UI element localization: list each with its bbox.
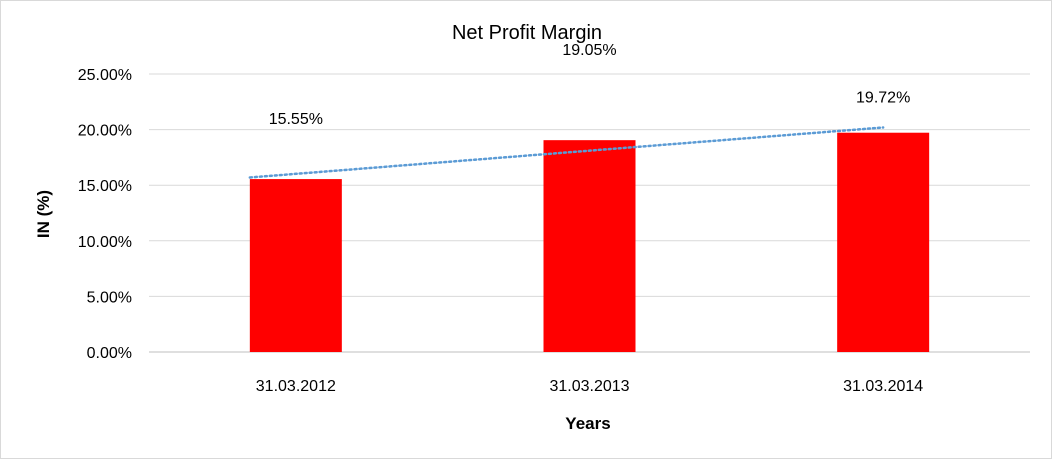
y-axis-ticks: 0.00% 5.00% 10.00% 15.00% 20.00% 25.00% [78,67,132,362]
trendline-group [248,126,885,179]
x-tick-label: 31.03.2013 [549,378,629,395]
data-labels: 15.55% 19.05% 19.72% [269,42,911,128]
x-axis-title: Years [565,414,610,433]
y-axis-title: IN (%) [34,190,53,238]
x-tick-label: 31.03.2012 [256,378,336,395]
bar [837,132,930,352]
y-tick-label: 10.00% [78,234,132,251]
data-label: 19.05% [562,42,616,59]
x-axis-ticks: 31.03.2012 31.03.2013 31.03.2014 [256,378,924,395]
x-tick-label: 31.03.2014 [843,378,923,395]
y-tick-label: 15.00% [78,178,132,195]
bars [249,132,930,352]
data-label: 19.72% [856,90,910,107]
y-tick-label: 0.00% [87,345,132,362]
data-label: 15.55% [269,111,323,128]
chart-title: Net Profit Margin [452,22,602,44]
bar [543,140,636,352]
y-tick-label: 5.00% [87,289,132,306]
bar [249,179,342,352]
y-tick-label: 25.00% [78,67,132,84]
trendline [248,126,885,179]
y-tick-label: 20.00% [78,123,132,140]
